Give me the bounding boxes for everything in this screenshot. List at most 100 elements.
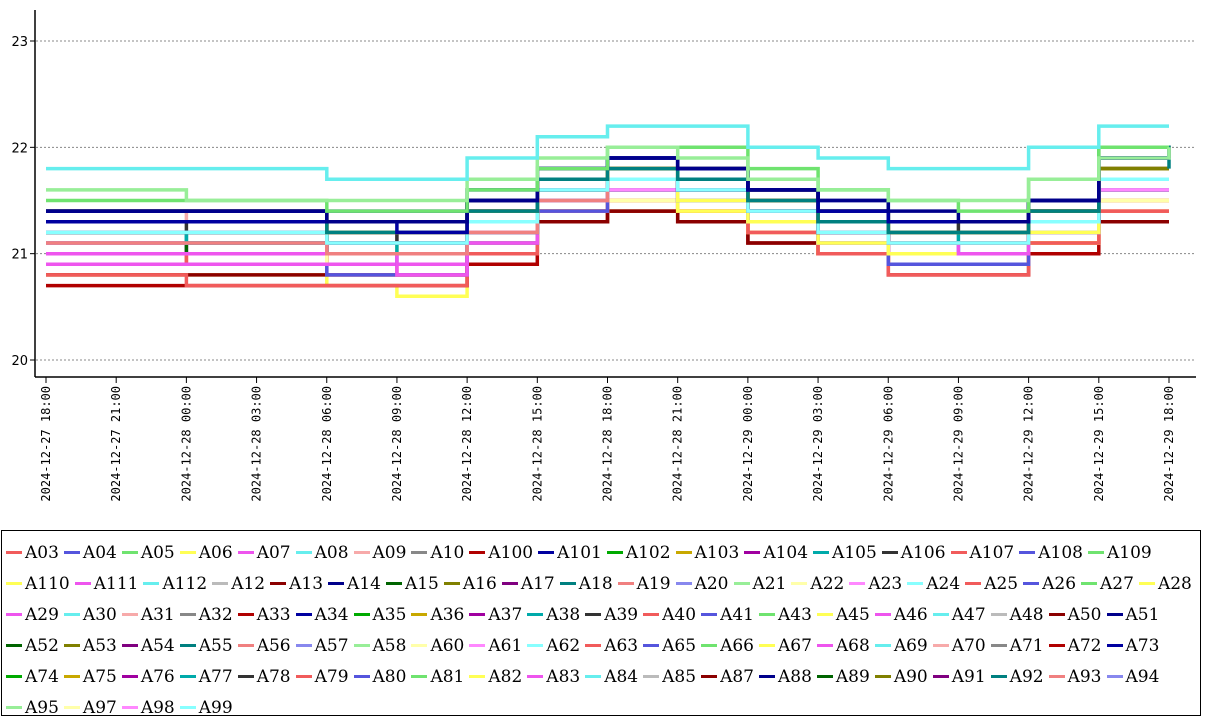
legend-label: A91 [951,666,986,687]
legend-item-a05: A05 [121,537,175,568]
legend-item-a88: A88 [758,661,812,692]
legend-swatch [1138,582,1155,585]
legend-item-a82: A82 [469,661,522,692]
legend-swatch [1081,582,1098,585]
legend-item-a92: A92 [990,661,1044,692]
legend-item-a47: A47 [932,599,986,630]
legend-item-a81: A81 [411,661,464,692]
legend-swatch [1106,675,1123,678]
legend-item-a30: A30 [63,599,117,630]
legend-label: A54 [140,635,175,656]
legend-label: A10 [430,542,465,563]
legend-swatch [965,582,982,585]
legend-label: A90 [893,666,928,687]
legend-swatch [411,613,428,616]
legend-swatch [74,582,91,585]
legend-label: A58 [372,635,407,656]
legend-label: A55 [198,635,233,656]
legend: A03 A04 A05 A06 A07 A08 A09 A10 A100 A101 A102 A103… [1,530,1201,718]
x-tick-label: 2024-12-29 12:00 [1022,386,1036,502]
legend-item-a94: A94 [1106,661,1159,692]
legend-item-a89: A89 [816,661,870,692]
legend-swatch [1106,613,1123,616]
legend-label: A95 [25,697,59,718]
legend-swatch [237,551,254,554]
line-chart: 20 21 22 23 2024-12-27 18:00 2024-12-27 21:0… [11,10,1196,502]
legend-label: A24 [926,573,961,594]
legend-label: A79 [314,666,349,687]
legend-item-a68: A68 [816,630,870,661]
legend-swatch [328,582,345,585]
legend-label: A18 [578,573,613,594]
legend-swatch [585,613,602,616]
legend-swatch [353,675,370,678]
legend-item-a87: A87 [701,661,754,692]
legend-item-a32: A32 [179,599,233,630]
legend-label: A83 [546,666,581,687]
legend-label: A26 [1042,573,1077,594]
legend-label: A57 [314,635,349,656]
legend-swatch [63,644,80,647]
legend-swatch [617,582,634,585]
legend-swatch [6,613,22,616]
x-tick-label: 2024-12-29 03:00 [811,386,825,502]
legend-swatch [585,675,602,678]
legend-item-a06: A06 [179,537,233,568]
legend-swatch [121,644,138,647]
legend-item-a51: A51 [1106,599,1159,630]
legend-label: A63 [604,635,639,656]
legend-label: A05 [140,542,175,563]
legend-swatch [813,551,830,554]
legend-item-a21: A21 [733,568,786,599]
legend-swatch [63,675,80,678]
legend-swatch [353,551,370,554]
legend-label: A38 [546,604,581,625]
legend-label: A06 [198,542,233,563]
legend-item-a109: A109 [1087,537,1152,568]
legend-label: A43 [777,604,812,625]
legend-label: A50 [1067,604,1102,625]
legend-swatch [932,613,949,616]
legend-label: A66 [720,635,754,656]
legend-item-a103: A103 [675,537,739,568]
legend-swatch [874,613,891,616]
legend-label: A36 [430,604,465,625]
legend-swatch [6,551,22,554]
legend-swatch [179,613,196,616]
legend-swatch [907,582,924,585]
legend-item-a83: A83 [527,661,580,692]
legend-label: A107 [969,542,1015,563]
legend-swatch [121,613,138,616]
legend-label: A88 [777,666,812,687]
x-tick-label: 2024-12-28 09:00 [390,386,404,502]
legend-item-a77: A77 [179,661,233,692]
legend-swatch [758,613,775,616]
legend-item-a62: A62 [527,630,580,661]
legend-item-a04: A04 [63,537,117,568]
legend-swatch [643,613,660,616]
legend-item-a16: A16 [443,568,497,599]
legend-item-a54: A54 [121,630,175,661]
legend-swatch [527,675,544,678]
legend-label: A93 [1067,666,1102,687]
legend-item-a29: A29 [6,599,59,630]
legend-label: A20 [694,573,729,594]
legend-item-a78: A78 [237,661,291,692]
legend-item-a17: A17 [501,568,555,599]
legend-label: A46 [893,604,928,625]
legend-swatch [816,644,833,647]
legend-swatch [63,613,80,616]
legend-label: A39 [604,604,639,625]
x-tick-label: 2024-12-28 21:00 [671,386,685,502]
legend-item-a56: A56 [237,630,291,661]
legend-swatch [295,613,312,616]
legend-swatch [527,613,544,616]
legend-label: A76 [140,666,175,687]
legend-swatch [63,706,80,709]
legend-item-a58: A58 [353,630,407,661]
legend-swatch [179,706,196,709]
legend-label: A105 [832,542,877,563]
legend-item-a34: A34 [295,599,349,630]
legend-swatch [932,644,949,647]
x-tick-label: 2024-12-28 03:00 [250,386,264,502]
